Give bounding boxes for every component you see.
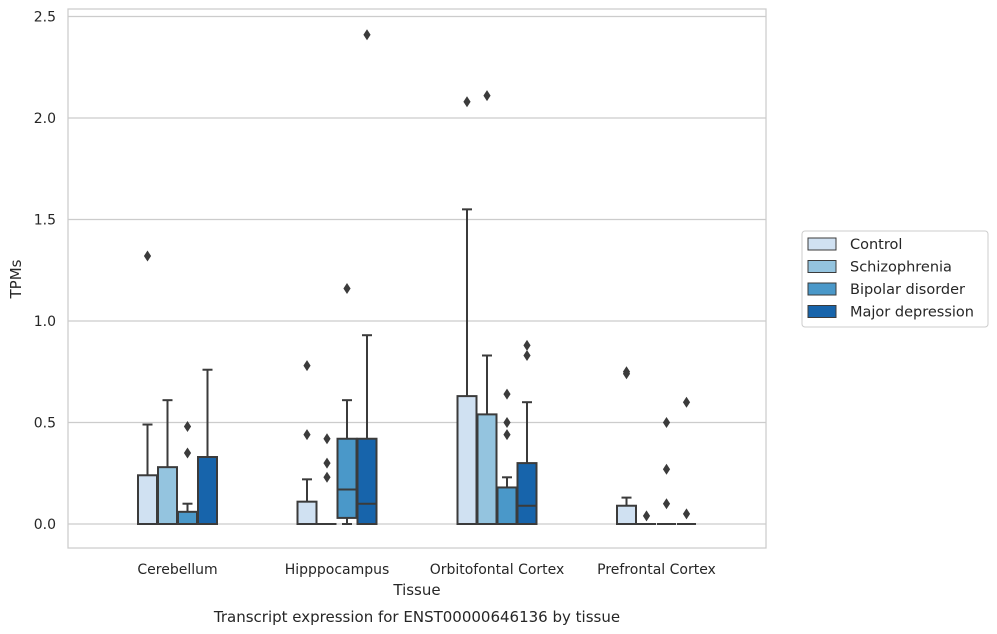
- outlier-point: [483, 90, 491, 102]
- box: [197, 456, 218, 526]
- box: [356, 437, 378, 525]
- legend-swatch: [807, 237, 837, 251]
- outlier-point: [183, 447, 192, 459]
- box: [157, 466, 178, 526]
- box-3-2: [516, 339, 538, 526]
- box: [137, 474, 158, 525]
- y-tick-label: 1.0: [34, 314, 56, 330]
- outlier-point: [622, 368, 631, 380]
- legend-label: Major depression: [850, 305, 974, 321]
- legend-swatch: [807, 282, 837, 296]
- box-plot-marks: [137, 29, 696, 526]
- box: [456, 395, 478, 525]
- y-tick-labels: 0.0 0.5 1.0 1.5 2.0 2.5: [34, 10, 56, 534]
- x-tick-label: Cerebellum: [137, 562, 217, 578]
- outlier-point: [343, 283, 351, 295]
- x-tick-label: Hipppocampus: [285, 562, 390, 578]
- box: [496, 486, 518, 525]
- box-2-3: [657, 417, 676, 525]
- legend: Control Schizophrenia Bipolar disorder Majo…: [801, 230, 989, 328]
- box-3-0: [197, 368, 218, 526]
- box-1-3: [637, 510, 656, 525]
- outlier-point: [363, 29, 371, 41]
- outlier-point: [642, 510, 651, 522]
- y-axis-label: TPMs: [7, 259, 25, 299]
- y-tick-label: 2.0: [34, 111, 56, 127]
- box-2-0: [177, 421, 198, 526]
- legend-label: Bipolar disorder: [850, 282, 965, 298]
- y-tick-label: 0.0: [34, 517, 56, 533]
- x-tick-label: Prefrontal Cortex: [597, 562, 716, 578]
- box-3-3: [677, 396, 696, 525]
- box-1-0: [157, 399, 178, 526]
- box: [476, 413, 498, 526]
- outlier-point: [503, 417, 511, 428]
- box-1-1: [317, 433, 337, 525]
- box: [616, 504, 637, 526]
- outlier-point: [662, 417, 671, 428]
- outlier-point: [682, 396, 691, 408]
- legend-label: Schizophrenia: [850, 260, 952, 276]
- outlier-point: [463, 96, 471, 108]
- outlier-point: [503, 429, 511, 441]
- outlier-point: [523, 339, 531, 351]
- plot-frame: [67, 8, 767, 549]
- outlier-point: [523, 350, 531, 362]
- outlier-point: [503, 388, 511, 400]
- x-tick-labels: Cerebellum Hipppocampus Orbitofontal Corte…: [137, 562, 715, 578]
- outlier-point: [323, 471, 331, 483]
- box-3-1: [356, 29, 378, 525]
- outlier-point: [662, 463, 671, 475]
- y-tick-label: 1.5: [34, 213, 56, 229]
- box: [177, 510, 198, 526]
- box: [516, 462, 538, 526]
- outlier-point: [143, 250, 152, 262]
- box-0-1: [296, 360, 318, 526]
- legend-label: Control: [850, 237, 902, 253]
- outlier-point: [303, 360, 311, 372]
- legend-swatch: [807, 305, 837, 318]
- outlier-point: [323, 433, 331, 445]
- outlier-point: [662, 498, 671, 510]
- figure-caption: Transcript expression for ENST0000064613…: [213, 608, 620, 626]
- box: [336, 437, 358, 519]
- outlier-point: [303, 429, 311, 441]
- y-tick-label: 0.5: [34, 416, 56, 432]
- outlier-point: [183, 421, 192, 433]
- legend-box: [801, 230, 989, 328]
- x-axis-label: Tissue: [392, 581, 440, 599]
- x-tick-label: Orbitofontal Cortex: [430, 562, 565, 578]
- outlier-point: [323, 457, 331, 469]
- y-tick-label: 2.5: [34, 10, 56, 26]
- box-1-2: [476, 90, 498, 526]
- box: [296, 500, 318, 526]
- box-2-1: [336, 283, 358, 525]
- legend-swatch: [807, 260, 837, 273]
- outlier-point: [682, 508, 691, 520]
- box-0-3: [616, 366, 637, 526]
